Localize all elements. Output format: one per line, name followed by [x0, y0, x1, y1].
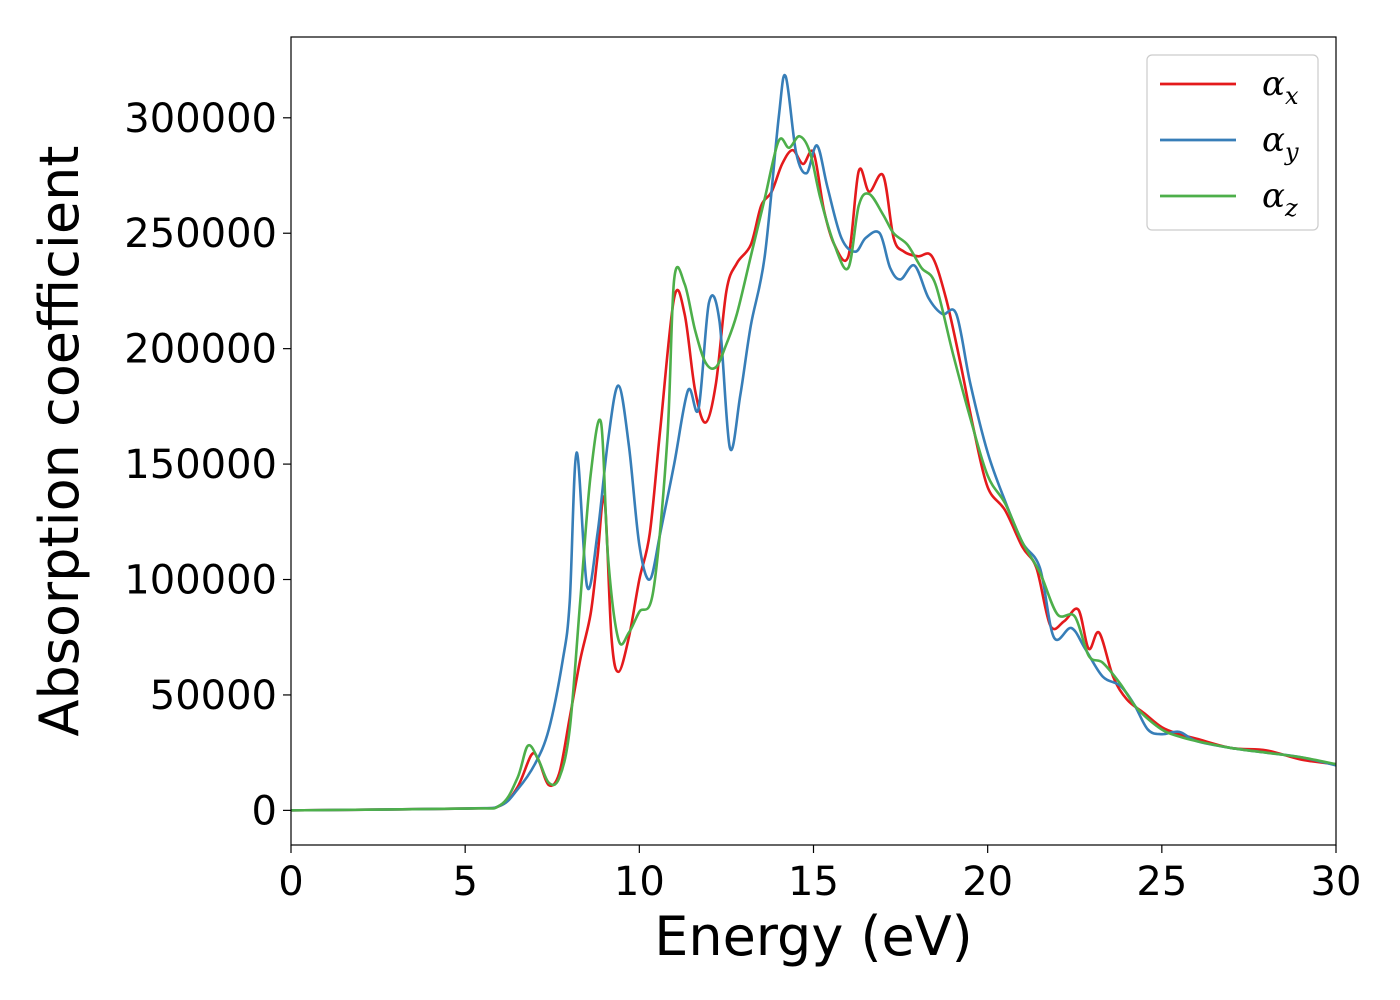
legend-label-z: αz	[1262, 176, 1298, 222]
x-tick-label: 30	[1311, 859, 1362, 905]
x-tick-label: 10	[614, 859, 665, 905]
series-lines	[291, 73, 1336, 812]
series-line-x	[291, 148, 1336, 812]
y-axis-title: Absorption coefficient	[28, 146, 91, 737]
x-tick-label: 20	[962, 859, 1013, 905]
y-tick-label: 150000	[124, 442, 277, 488]
y-tick-label: 300000	[124, 96, 277, 142]
legend-label-x: αx	[1262, 64, 1299, 110]
y-axis-ticks: 0 50000 100000 150000 200000 250000 300000	[124, 96, 291, 834]
x-axis-title: Energy (eV)	[654, 905, 973, 968]
x-tick-label: 5	[452, 859, 477, 905]
x-axis-ticks: 0 5 10 15 20 25 30	[278, 845, 1361, 905]
x-tick-label: 25	[1136, 859, 1187, 905]
legend-box	[1146, 54, 1319, 231]
x-tick-label: 15	[788, 859, 839, 905]
y-tick-label: 0	[252, 788, 277, 834]
y-tick-label: 250000	[124, 211, 277, 257]
series-line-z	[291, 134, 1336, 812]
y-tick-label: 50000	[150, 673, 277, 719]
legend: αx αy αz	[1146, 54, 1319, 231]
legend-label-y: αy	[1262, 120, 1299, 166]
y-tick-label: 200000	[124, 327, 277, 373]
y-tick-label: 100000	[124, 558, 277, 604]
x-tick-label: 0	[278, 859, 303, 905]
